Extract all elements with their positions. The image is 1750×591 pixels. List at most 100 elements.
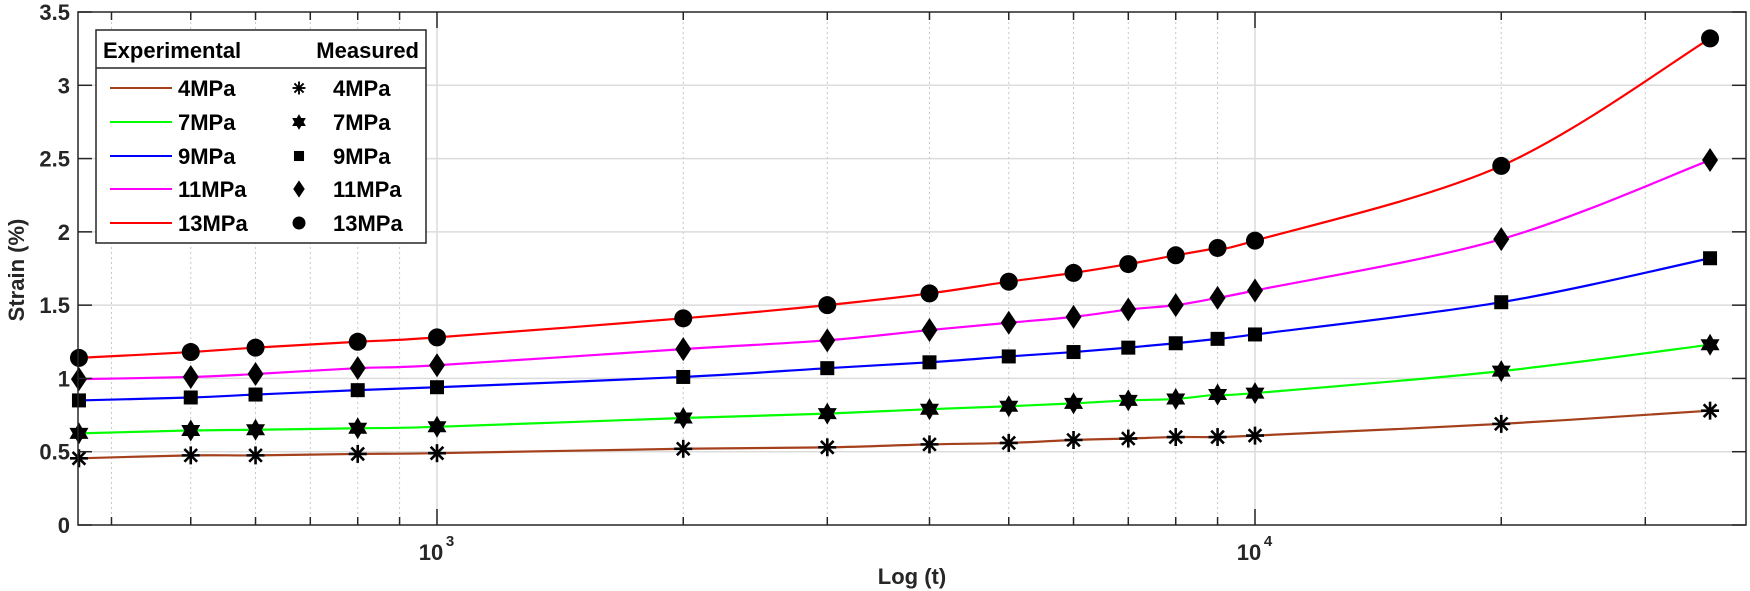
asterisk-stroke bbox=[1247, 428, 1263, 443]
circle-marker-icon bbox=[348, 332, 367, 351]
circle-marker-icon bbox=[920, 284, 939, 303]
hexagram-down bbox=[181, 424, 201, 442]
x-tick-exponent: 4 bbox=[1264, 533, 1273, 550]
hexagram-down bbox=[673, 412, 693, 430]
x-tick-exponent: 3 bbox=[446, 533, 454, 550]
asterisk-stroke bbox=[675, 441, 691, 457]
circle-shape bbox=[292, 216, 306, 230]
square-marker-icon bbox=[1066, 345, 1081, 360]
square-shape bbox=[820, 361, 835, 376]
circle-marker-icon bbox=[1208, 238, 1227, 257]
diamond-shape bbox=[921, 318, 938, 343]
series-line-9MPa bbox=[78, 257, 1711, 402]
square-shape bbox=[1703, 251, 1718, 266]
diamond-marker-icon bbox=[1120, 297, 1137, 322]
y-tick-label: 3.5 bbox=[39, 0, 70, 25]
asterisk-marker-icon bbox=[428, 444, 446, 463]
hexagram-marker-icon bbox=[1064, 392, 1084, 415]
asterisk-marker-icon bbox=[674, 439, 693, 458]
legend-label-measured: 7MPa bbox=[333, 110, 391, 135]
square-marker-icon bbox=[350, 383, 365, 398]
square-shape bbox=[922, 355, 937, 370]
y-tick-label: 1 bbox=[58, 366, 70, 391]
diamond-marker-icon bbox=[819, 328, 836, 353]
asterisk-marker-icon bbox=[1246, 426, 1264, 445]
diamond-marker-icon bbox=[1065, 304, 1082, 329]
asterisk-stroke bbox=[350, 446, 366, 462]
diamond-shape bbox=[349, 356, 366, 381]
hexagram-down bbox=[817, 408, 837, 425]
y-tick-label: 3 bbox=[58, 73, 70, 98]
circle-marker-icon bbox=[246, 338, 265, 357]
legend-label-measured: 4MPa bbox=[333, 76, 391, 101]
square-shape bbox=[248, 387, 263, 402]
hexagram-down bbox=[1118, 394, 1138, 412]
legend-label-experimental: 7MPa bbox=[178, 110, 236, 135]
legend-label-measured: 13MPa bbox=[333, 211, 403, 236]
asterisk-marker-icon bbox=[1208, 428, 1227, 447]
asterisk-stroke bbox=[429, 445, 445, 461]
diamond-shape bbox=[1167, 293, 1184, 318]
hexagram-marker-icon bbox=[1208, 383, 1228, 406]
hexagram-down bbox=[1700, 339, 1720, 356]
legend-label-measured: 9MPa bbox=[333, 144, 391, 169]
diamond-shape bbox=[675, 337, 692, 362]
asterisk-marker-icon bbox=[1064, 430, 1083, 449]
axes bbox=[77, 11, 1747, 526]
circle-marker-icon bbox=[1064, 263, 1083, 282]
legend-header-experimental: Experimental bbox=[103, 38, 241, 63]
hexagram-marker-icon bbox=[69, 422, 89, 445]
asterisk-stroke bbox=[71, 451, 87, 466]
asterisk-stroke bbox=[1168, 429, 1184, 445]
hexagram-down bbox=[1064, 397, 1084, 415]
diamond-shape bbox=[1247, 278, 1263, 303]
diamond-marker-icon bbox=[349, 356, 366, 381]
hexagram-down bbox=[1491, 365, 1511, 383]
square-marker-icon bbox=[1494, 295, 1509, 310]
square-marker-icon bbox=[676, 369, 691, 384]
diamond-marker-icon bbox=[247, 362, 264, 387]
legend-rows: 4MPa 4MPa 7MPa 7MPa 9MPa 9MPa 11MPa 11MPa 13MPa 1… bbox=[110, 76, 403, 236]
diamond-shape bbox=[1000, 310, 1017, 335]
asterisk-marker-icon bbox=[1701, 401, 1720, 420]
square-shape bbox=[430, 380, 444, 395]
diamond-marker-icon bbox=[921, 318, 938, 343]
hexagram-down bbox=[1166, 393, 1186, 410]
circle-shape bbox=[999, 272, 1018, 291]
circle-shape bbox=[920, 284, 939, 303]
square-shape bbox=[293, 150, 305, 162]
square-shape bbox=[71, 393, 86, 408]
circle-marker-icon bbox=[292, 216, 306, 230]
asterisk-stroke bbox=[1493, 416, 1509, 432]
hexagram-marker-icon bbox=[673, 407, 693, 430]
diamond-shape bbox=[819, 328, 836, 353]
legend-label-experimental: 9MPa bbox=[178, 144, 236, 169]
square-marker-icon bbox=[248, 387, 263, 402]
asterisk-marker-icon bbox=[348, 444, 367, 463]
series-line-13MPa bbox=[78, 37, 1711, 360]
square-marker-icon bbox=[1168, 336, 1183, 351]
square-shape bbox=[1001, 349, 1016, 364]
series-line-11MPa bbox=[78, 159, 1711, 381]
diamond-shape bbox=[1120, 297, 1137, 322]
square-marker-icon bbox=[1703, 251, 1718, 266]
x-tick-label: 10 bbox=[419, 540, 443, 565]
hexagram-marker-icon bbox=[292, 114, 306, 130]
diamond-shape bbox=[429, 353, 445, 378]
hexagram-marker-icon bbox=[1245, 382, 1265, 405]
circle-shape bbox=[181, 343, 200, 362]
square-marker-icon bbox=[820, 361, 835, 376]
asterisk-stroke bbox=[248, 448, 263, 463]
square-shape bbox=[1210, 331, 1225, 346]
diamond-shape bbox=[1493, 227, 1510, 252]
square-shape bbox=[1248, 327, 1262, 342]
hexagram-down bbox=[919, 403, 939, 421]
square-shape bbox=[183, 390, 198, 405]
hexagram-down bbox=[292, 118, 306, 130]
circle-marker-icon bbox=[1166, 246, 1185, 265]
legend-box bbox=[95, 29, 427, 244]
hexagram-marker-icon bbox=[1166, 387, 1186, 410]
y-tick-label: 0 bbox=[58, 513, 70, 538]
square-marker-icon bbox=[71, 393, 86, 408]
